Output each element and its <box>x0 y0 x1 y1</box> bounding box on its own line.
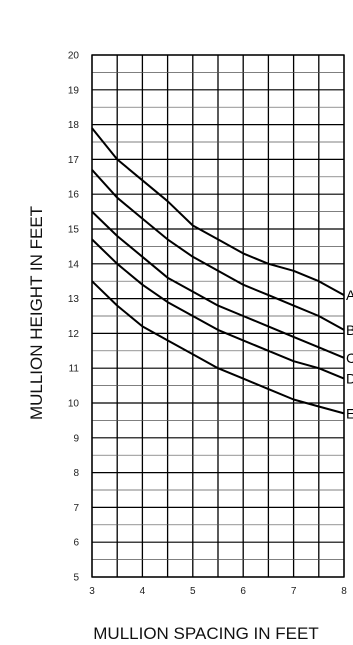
y-tick-label: 18 <box>68 120 80 131</box>
series-label-d: D <box>346 371 353 387</box>
series-line-c <box>91 210 345 359</box>
grid <box>91 54 345 578</box>
y-tick-label: 20 <box>68 51 80 62</box>
x-tick-label: 3 <box>89 586 95 597</box>
y-tick-label: 17 <box>68 155 80 166</box>
y-tick-label: 16 <box>68 190 80 201</box>
y-tick-label: 19 <box>68 85 80 96</box>
y-tick-label: 15 <box>68 225 80 236</box>
x-tick-label: 7 <box>291 586 297 597</box>
series-label-e: E <box>346 405 353 421</box>
series-line-b <box>91 169 345 331</box>
y-tick-label: 9 <box>73 433 79 444</box>
y-axis-title: MULLION HEIGHT IN FEET <box>27 206 46 420</box>
series-line-a <box>91 127 345 296</box>
plot-frame <box>91 54 345 578</box>
y-tick-label: 8 <box>73 468 79 479</box>
y-tick-label: 13 <box>68 294 80 305</box>
y-tick-label: 5 <box>73 573 79 584</box>
x-tick-label: 8 <box>341 586 347 597</box>
y-tick-label: 6 <box>73 538 79 549</box>
y-tick-label: 14 <box>68 259 80 270</box>
x-axis-title: MULLION SPACING IN FEET <box>93 624 318 643</box>
y-tick-label: 12 <box>68 329 80 340</box>
series-label-c: C <box>346 350 353 366</box>
tick-labels: 5 6 7 8 9 10 11 12 13 14 15 16 17 18 19 20 3 4 5 6 7 8 <box>68 51 347 598</box>
series-label-b: B <box>346 322 353 338</box>
y-tick-label: 11 <box>69 364 80 375</box>
x-tick-label: 6 <box>240 586 246 597</box>
series-lines <box>91 127 345 415</box>
series-line-e <box>91 280 345 415</box>
series-label-a: A <box>346 287 353 303</box>
series-labels: A BCD E <box>346 287 353 421</box>
series-line-d <box>91 238 345 380</box>
x-tick-label: 5 <box>190 586 196 597</box>
x-tick-label: 4 <box>140 586 146 597</box>
y-tick-label: 10 <box>68 399 80 410</box>
y-tick-label: 7 <box>73 503 79 514</box>
